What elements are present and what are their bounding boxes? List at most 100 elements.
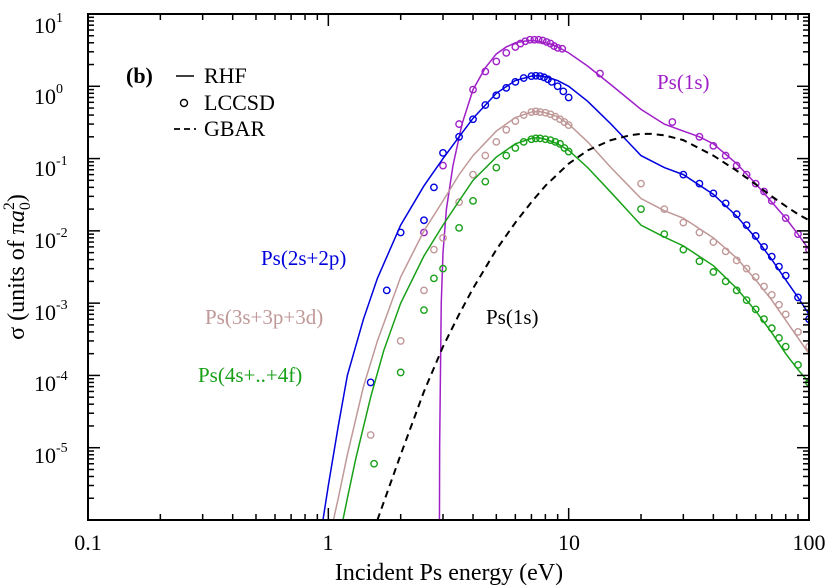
series-2-lccsd-point bbox=[679, 218, 688, 227]
series-3-lccsd-point bbox=[775, 334, 783, 342]
x-axis-title: Incident Ps energy (eV) bbox=[335, 560, 563, 586]
annotation-ps3: Ps(3s+3p+3d) bbox=[205, 305, 323, 329]
series-4-gbar-line bbox=[376, 132, 809, 520]
y-axis-title: σ (units of πa02) bbox=[1, 194, 34, 340]
series-2-lccsd-point bbox=[794, 328, 802, 336]
series-2-lccsd-point bbox=[660, 205, 669, 214]
series-0-lccsd-point bbox=[534, 35, 543, 44]
series-3-lccsd-point bbox=[420, 306, 428, 315]
legend-label: LCCSD bbox=[204, 90, 275, 115]
x-tick-label: 10 bbox=[558, 530, 580, 555]
series-1-lccsd-point bbox=[695, 179, 704, 188]
series-2-lccsd-point bbox=[760, 282, 768, 291]
series-3-lccsd-point bbox=[536, 134, 544, 143]
series-0-lccsd-point bbox=[439, 161, 447, 170]
series-1-lccsd-point bbox=[732, 210, 741, 219]
series-1-lccsd-point bbox=[775, 262, 783, 271]
series-1-lccsd-point bbox=[760, 242, 768, 251]
series-3-lccsd-point bbox=[767, 324, 776, 333]
series-1-lccsd-point bbox=[564, 93, 573, 102]
series-3-lccsd-point bbox=[396, 368, 405, 377]
series-2-lccsd-point bbox=[709, 238, 718, 246]
series-0-lccsd-point bbox=[558, 44, 567, 53]
series-1-lccsd-point bbox=[511, 78, 520, 86]
series-2-lccsd-point bbox=[531, 107, 540, 116]
series-0-lccsd-point bbox=[695, 132, 704, 141]
x-tick-label: 0.1 bbox=[74, 530, 102, 555]
series-3-lccsd-point bbox=[721, 277, 730, 286]
series-0-lccsd-point bbox=[530, 35, 539, 44]
series-1-lccsd-point bbox=[679, 170, 688, 179]
series-0-lccsd-point bbox=[492, 57, 501, 66]
series-2-lccsd-point bbox=[430, 245, 438, 254]
series-0-lccsd-point bbox=[721, 151, 730, 160]
series-2-lccsd-point bbox=[732, 256, 741, 265]
series-2-lccsd-point bbox=[527, 108, 536, 116]
legend-label: RHF bbox=[204, 63, 247, 88]
series-3-lccsd-point bbox=[481, 177, 490, 186]
y-tick-label: 101 bbox=[34, 11, 63, 38]
series-0-lccsd-point bbox=[502, 48, 511, 57]
series-1-rhf-line bbox=[322, 74, 809, 520]
series-2-lccsd-point bbox=[420, 286, 428, 295]
series-1-lccsd-point bbox=[547, 78, 556, 86]
panel-label: (b) bbox=[126, 63, 153, 88]
series-2-lccsd-point bbox=[781, 310, 790, 319]
series-1-lccsd-point bbox=[781, 271, 790, 280]
series-1-lccsd-point bbox=[531, 71, 540, 80]
series-1-lccsd-point bbox=[396, 228, 405, 237]
series-1-lccsd-point bbox=[519, 74, 528, 82]
series-2-lccsd-point bbox=[637, 179, 645, 188]
series-0-lccsd-point bbox=[455, 120, 463, 128]
series-3-lccsd-point bbox=[760, 315, 768, 324]
series-1-lccsd-point bbox=[502, 84, 511, 92]
series-0-lccsd-point bbox=[760, 187, 768, 196]
series-1-lccsd-point bbox=[536, 72, 544, 81]
series-3-lccsd-point bbox=[370, 459, 378, 468]
y-tick-label: 10-1 bbox=[34, 154, 68, 181]
y-tick-label: 10-5 bbox=[34, 441, 68, 468]
series-1-lccsd-point bbox=[709, 189, 718, 198]
y-tick-label: 10-2 bbox=[34, 226, 68, 253]
series-2-lccsd-point bbox=[455, 198, 463, 206]
series-2-lccsd-point bbox=[502, 125, 511, 134]
series-1-lccsd-point bbox=[721, 199, 730, 208]
series-1-lccsd-point bbox=[742, 221, 751, 230]
series-0-lccsd-point bbox=[420, 228, 428, 237]
series-0-lccsd-point bbox=[542, 38, 551, 46]
ticks-layer bbox=[87, 13, 810, 521]
series-3-lccsd-point bbox=[637, 205, 645, 214]
series-3-lccsd-point bbox=[541, 135, 550, 144]
series-1-lccsd-point bbox=[559, 87, 568, 96]
series-1-lccsd-point bbox=[439, 148, 447, 157]
series-3-lccsd-point bbox=[751, 305, 760, 314]
series-layer bbox=[322, 35, 809, 520]
y-tick-labels: 101 100 10-1 10-2 10-3 10-4 10-5 bbox=[34, 11, 68, 468]
annotation-ps2s2p: Ps(2s+2p) bbox=[261, 246, 346, 270]
series-2-lccsd-point bbox=[492, 138, 501, 146]
series-2-lccsd-point bbox=[695, 228, 704, 237]
series-1-lccsd-point bbox=[481, 101, 490, 109]
series-3-lccsd-point bbox=[511, 144, 520, 152]
annotation-ps1s-gbar: Ps(1s) bbox=[486, 305, 539, 329]
series-2-lccsd-point bbox=[519, 111, 528, 119]
series-3-lccsd-point bbox=[556, 139, 564, 148]
series-3-lccsd-point bbox=[546, 136, 555, 145]
series-1-lccsd-point bbox=[382, 286, 391, 295]
series-3-lccsd-point bbox=[695, 257, 704, 266]
series-3-lccsd-point bbox=[794, 360, 802, 369]
series-1-lccsd-point bbox=[455, 132, 463, 141]
series-1-lccsd-point bbox=[540, 73, 548, 82]
series-3-lccsd-point bbox=[455, 223, 463, 232]
series-2-lccsd-point bbox=[511, 117, 520, 125]
series-2-rhf-line bbox=[332, 110, 809, 520]
series-3-lccsd-point bbox=[564, 147, 573, 156]
series-2-lccsd-point bbox=[396, 337, 405, 345]
series-1-lccsd-point bbox=[767, 252, 776, 261]
series-0-lccsd-point bbox=[526, 35, 534, 44]
series-3-lccsd-point bbox=[781, 342, 790, 351]
series-0-lccsd-point bbox=[781, 214, 790, 223]
legend-label: GBAR bbox=[204, 116, 265, 141]
series-2-lccsd-point bbox=[481, 151, 490, 160]
